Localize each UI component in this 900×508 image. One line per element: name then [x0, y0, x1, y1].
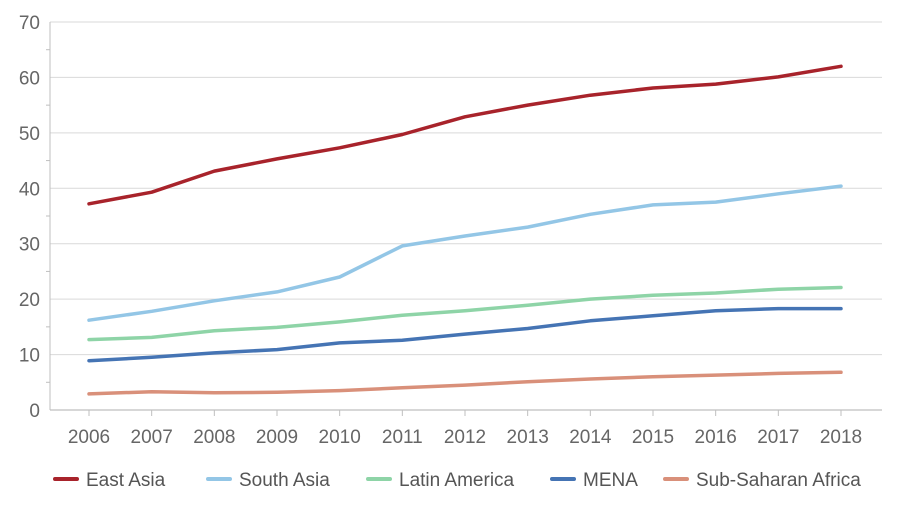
- x-tick-label: 2011: [382, 427, 423, 448]
- series-line-east-asia: [87, 64, 843, 206]
- y-tick-label: 30: [19, 235, 40, 256]
- legend-item-south-asia: South Asia: [206, 470, 330, 491]
- y-tick-label: 50: [19, 124, 40, 145]
- legend-label: South Asia: [239, 470, 330, 491]
- x-tick-label: 2008: [193, 427, 235, 448]
- legend-label: Latin America: [399, 470, 515, 491]
- series-line-south-asia: [87, 184, 843, 322]
- legend-label: Sub-Saharan Africa: [696, 470, 861, 491]
- x-tick-label: 2016: [695, 427, 737, 448]
- gridlines: [50, 21, 882, 356]
- x-tick-label: 2012: [444, 427, 486, 448]
- x-tick-label: 2013: [507, 427, 549, 448]
- y-tick-label: 40: [19, 179, 40, 200]
- y-tick-label: 20: [19, 290, 40, 311]
- x-tick-label: 2010: [319, 427, 361, 448]
- axes: 0 10 20 30 40 50 60 70 2006 2007 2008 2009 2010 2011 2…: [19, 13, 882, 448]
- legend: East Asia South Asia Latin America MENA Sub-…: [53, 470, 861, 491]
- legend-item-east-asia: East Asia: [53, 470, 166, 491]
- legend-item-sub-saharan-africa: Sub-Saharan Africa: [663, 470, 861, 491]
- series-line-sub-saharan-africa: [87, 370, 843, 396]
- y-tick-label: 0: [29, 401, 40, 422]
- y-tick-label: 10: [19, 346, 40, 367]
- x-tick-label: 2009: [256, 427, 298, 448]
- x-tick-label: 2014: [569, 427, 612, 448]
- x-tick-label: 2018: [820, 427, 862, 448]
- series-lines: [87, 64, 843, 396]
- legend-item-mena: MENA: [550, 470, 638, 491]
- legend-label: East Asia: [86, 470, 166, 491]
- legend-item-latin-america: Latin America: [366, 470, 515, 491]
- x-tick-label: 2006: [68, 427, 110, 448]
- x-tick-label: 2015: [632, 427, 674, 448]
- x-tick-label: 2017: [757, 427, 799, 448]
- y-tick-label: 60: [19, 68, 40, 89]
- series-line-mena: [87, 306, 843, 363]
- x-tick-label: 2007: [131, 427, 173, 448]
- y-tick-label: 70: [19, 13, 40, 34]
- legend-label: MENA: [583, 470, 638, 491]
- series-line-latin-america: [87, 285, 843, 342]
